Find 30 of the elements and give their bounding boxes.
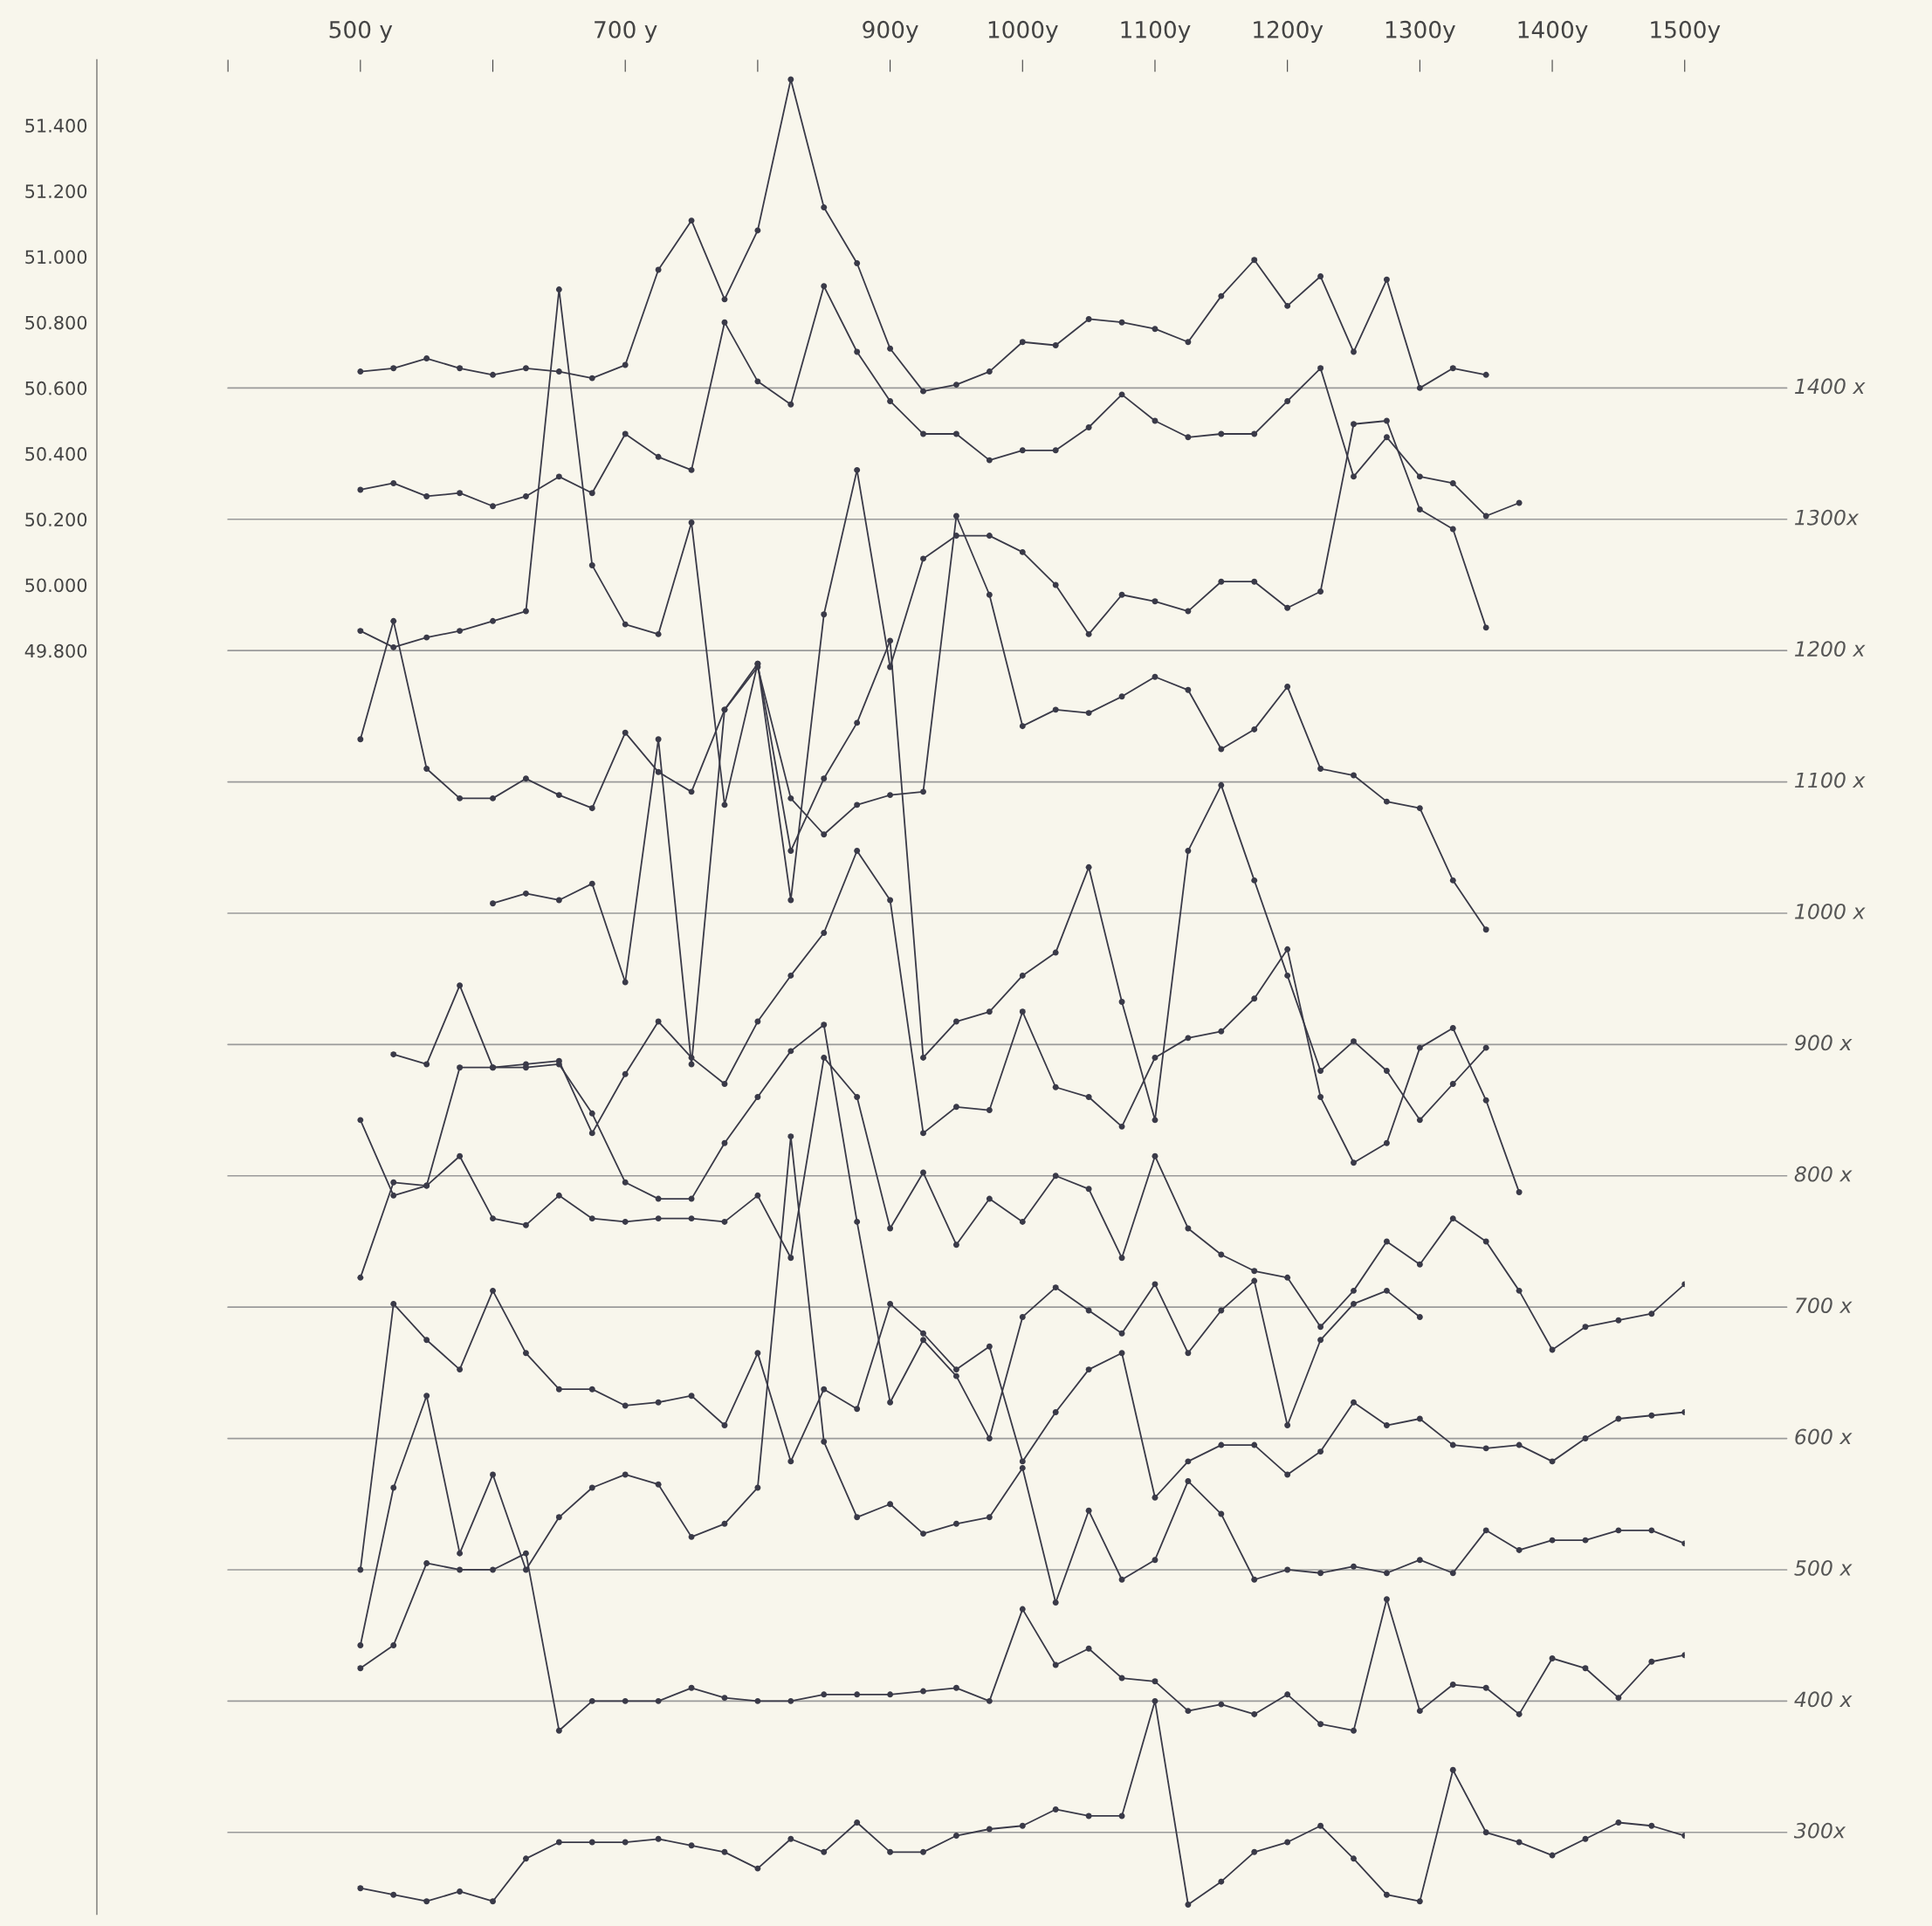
y-tick-label: 49.800 <box>24 643 87 658</box>
x-tick-label: 500 y <box>329 20 393 43</box>
x-tick-label: 1100y <box>1121 20 1191 43</box>
y-tick-label: 51.400 <box>25 119 87 133</box>
x-tick-label: 700 y <box>595 20 657 43</box>
ref-line-label: 1400 x <box>1795 378 1866 395</box>
ref-line-label: 400 x <box>1794 1691 1853 1708</box>
x-tick-label: 1300y <box>1385 20 1455 43</box>
x-tick-label: 1500y <box>1651 20 1721 43</box>
ref-line-label: 500 x <box>1794 1559 1853 1576</box>
ref-line-label: 700 x <box>1796 1297 1853 1314</box>
ref-line-label: 1200 x <box>1795 641 1866 657</box>
y-tick-label: 51.000 <box>25 250 87 265</box>
ref-line-label: 1000 x <box>1795 903 1866 919</box>
ref-line-label: 600 x <box>1795 1428 1853 1445</box>
x-tick-label: 1400y <box>1518 20 1588 43</box>
y-tick-label: 50.000 <box>25 578 87 593</box>
ref-line-label: 300x <box>1793 1822 1846 1839</box>
ref-line-label: 1100 x <box>1795 772 1866 788</box>
ref-line-label: 900 x <box>1794 1035 1853 1051</box>
x-tick-label: 900y <box>863 20 918 43</box>
ref-line-label: 1300x <box>1795 509 1860 526</box>
x-tick-label: 1000y <box>988 20 1058 43</box>
y-tick-label: 50.800 <box>25 315 87 330</box>
y-tick-label: 50.600 <box>25 381 87 396</box>
x-tick-label: 1200y <box>1254 20 1324 43</box>
y-tick-label: 50.200 <box>25 512 87 526</box>
y-tick-label: 51.200 <box>25 184 87 198</box>
y-tick-label: 50.400 <box>25 447 87 461</box>
ref-line-label: 800 x <box>1794 1166 1853 1182</box>
